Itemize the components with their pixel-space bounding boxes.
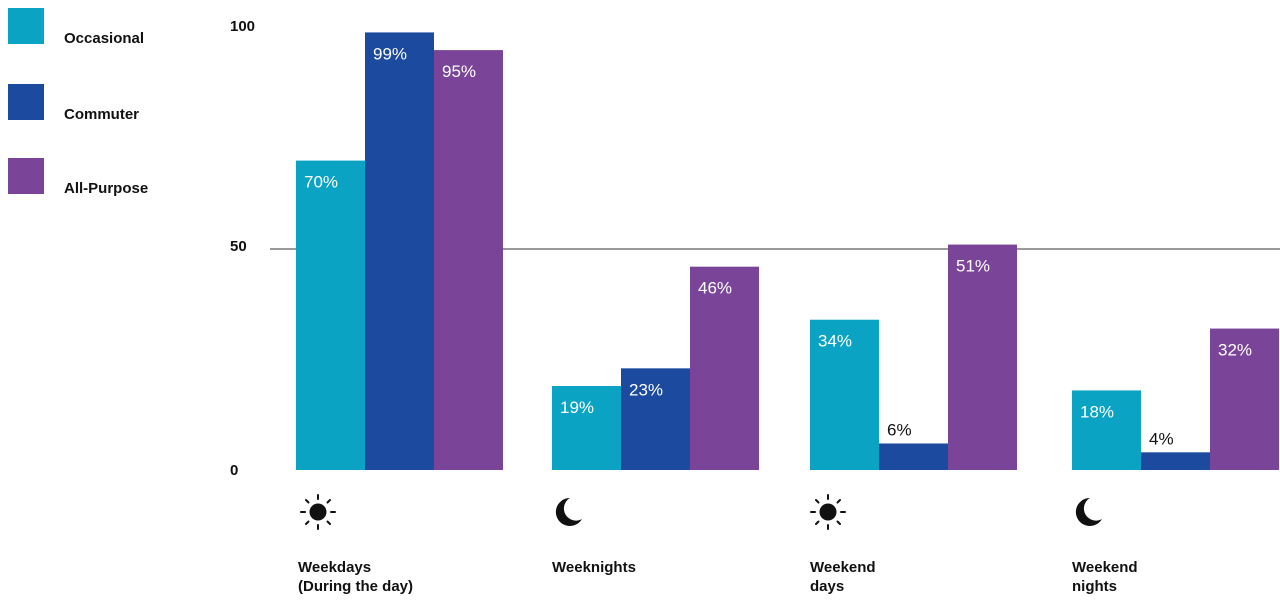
data-label: 6%	[887, 420, 912, 439]
sun-icon	[300, 494, 336, 530]
y-tick-50: 50	[230, 238, 247, 255]
data-label: 4%	[1149, 429, 1174, 448]
bar-commuter-3	[1141, 452, 1210, 470]
data-label: 18%	[1080, 402, 1114, 421]
data-label: 23%	[629, 380, 663, 399]
legend-swatch-all-purpose	[8, 158, 44, 194]
bar-all-purpose-2	[948, 244, 1017, 470]
bar-commuter-0	[365, 32, 434, 471]
bar-commuter-1	[621, 368, 690, 470]
bar-occasional-0	[296, 160, 365, 470]
bar-all-purpose-3	[1210, 328, 1279, 470]
data-label: 70%	[304, 173, 338, 192]
category-label-weekend-days: Weekend days	[810, 558, 876, 596]
category-label-line: Weekdays	[298, 559, 372, 576]
category-label-weekdays: Weekdays (During the day)	[298, 558, 413, 596]
legend-swatch-commuter	[8, 84, 44, 120]
bar-all-purpose-1	[690, 266, 759, 470]
data-label: 51%	[956, 257, 990, 276]
category-label-line: days	[810, 578, 845, 595]
data-label: 32%	[1218, 341, 1252, 360]
bar-all-purpose-0	[434, 50, 503, 470]
data-label: 19%	[560, 398, 594, 417]
category-label-line: Weekend	[810, 559, 876, 576]
category-label-weeknights: Weeknights	[552, 558, 636, 577]
moon-icon	[555, 497, 582, 526]
legend-item-occasional: Occasional	[8, 8, 144, 47]
legend-swatch-occasional	[8, 8, 44, 44]
bar-commuter-2	[879, 443, 948, 470]
y-tick-0: 0	[230, 462, 239, 479]
data-label: 34%	[818, 332, 852, 351]
data-label: 46%	[698, 279, 732, 298]
y-tick-100: 100	[230, 18, 256, 35]
bar-occasional-2	[810, 319, 879, 470]
legend-label-commuter: Commuter	[64, 106, 140, 123]
legend-item-commuter: Commuter	[8, 84, 139, 123]
category-label-weekend-nights: Weekend nights	[1072, 558, 1138, 596]
category-label-line: Weeknights	[552, 559, 636, 576]
bar-occasional-1	[552, 386, 621, 470]
data-label: 95%	[442, 62, 476, 81]
category-label-line: nights	[1072, 578, 1117, 595]
legend-label-all-purpose: All-Purpose	[64, 180, 149, 197]
category-label-line: (During the day)	[298, 578, 413, 595]
data-label: 99%	[373, 44, 407, 63]
category-label-line: Weekend	[1072, 559, 1138, 576]
bar-occasional-3	[1072, 390, 1141, 470]
moon-icon	[1075, 497, 1102, 526]
sun-icon	[810, 494, 846, 530]
legend-item-all-purpose: All-Purpose	[8, 158, 148, 197]
legend-label-occasional: Occasional	[64, 30, 145, 47]
